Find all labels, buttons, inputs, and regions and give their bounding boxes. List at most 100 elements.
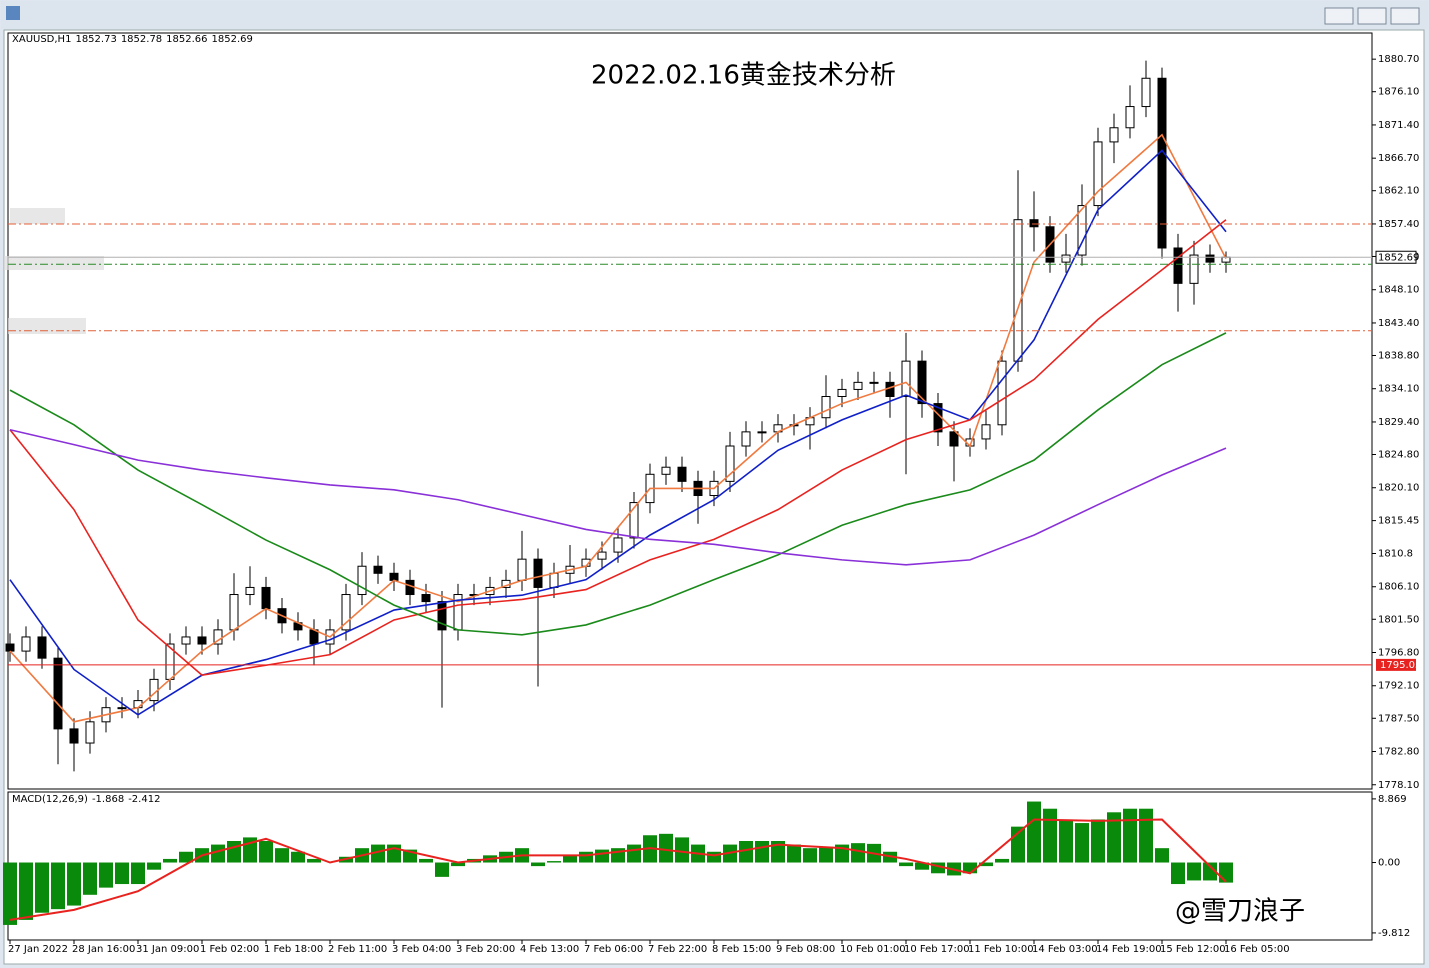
macd-bar	[755, 840, 769, 863]
x-tick-label: 9 Feb 08:00	[776, 944, 835, 955]
candle-body	[1093, 141, 1103, 207]
candle-body	[341, 594, 351, 631]
y-tick-label: 1871.40	[1378, 120, 1419, 131]
macd-bar	[435, 862, 449, 877]
blurred-label	[10, 208, 65, 224]
candle-body	[53, 657, 63, 730]
y-tick-label: 1866.70	[1378, 153, 1419, 164]
macd-bar	[627, 844, 641, 863]
macd-bar	[35, 862, 49, 913]
y-tick-label: 1801.50	[1378, 614, 1419, 625]
candle-body	[901, 360, 911, 398]
x-tick-label: 8 Feb 15:00	[712, 944, 771, 955]
x-tick-label: 4 Feb 13:00	[520, 944, 579, 955]
macd-bar	[739, 840, 753, 863]
macd-bar	[771, 840, 785, 863]
y-tick-label: 1810.8	[1378, 549, 1413, 560]
macd-bar	[211, 844, 225, 863]
candle-body	[197, 636, 207, 645]
candle-body	[261, 586, 271, 610]
support-label-bg	[1376, 658, 1416, 671]
candle-body	[37, 636, 47, 659]
y-tick-label: 1857.40	[1378, 219, 1419, 230]
macd-bar	[451, 862, 465, 867]
x-tick-label: 14 Feb 19:00	[1096, 944, 1162, 955]
candle-body	[1029, 219, 1039, 228]
ohlc-value: 1852.66	[166, 34, 208, 45]
macd-bar	[1091, 819, 1105, 863]
macd-bar	[899, 862, 913, 867]
y-tick-label: 1778.10	[1378, 780, 1419, 791]
candle-body	[549, 572, 559, 588]
title-bar	[1, 1, 1428, 29]
y-tick-label: 1787.50	[1378, 713, 1419, 724]
candle-body	[853, 381, 863, 390]
candle-body	[1189, 254, 1199, 284]
macd-bar	[115, 862, 129, 885]
y-tick-label: 1792.10	[1378, 681, 1419, 692]
blurred-label	[4, 256, 104, 270]
candle-body	[1077, 205, 1087, 256]
macd-bar	[1171, 862, 1185, 885]
candle-body	[597, 551, 607, 560]
x-tick-label: 27 Jan 2022	[8, 944, 68, 955]
candle-body	[1109, 127, 1119, 143]
macd-bar	[995, 858, 1009, 863]
y-tick-label: 1843.40	[1378, 318, 1419, 329]
y-tick-label: 1848.10	[1378, 285, 1419, 296]
candle-body	[869, 381, 879, 384]
macd-bar	[275, 848, 289, 863]
support-label: 1795.05	[1380, 660, 1421, 671]
minimize-button[interactable]	[1324, 7, 1354, 25]
x-tick-label: 31 Jan 09:00	[136, 944, 199, 955]
macd-bar	[1059, 819, 1073, 863]
macd-bar	[547, 861, 561, 863]
candle-body	[1141, 77, 1151, 108]
macd-bar	[979, 862, 993, 867]
macd-bar	[1123, 808, 1137, 863]
x-tick-label: 3 Feb 04:00	[392, 944, 451, 955]
macd-bar	[3, 862, 17, 925]
moving-average	[9, 428, 1227, 566]
macd-bar	[1139, 808, 1153, 863]
y-tick-label: -9.812	[1378, 928, 1410, 939]
macd-bar	[531, 862, 545, 867]
macd-bar	[67, 862, 81, 906]
x-tick-label: 10 Feb 17:00	[904, 944, 970, 955]
y-tick-label: 1796.80	[1378, 648, 1419, 659]
moving-average	[9, 332, 1227, 636]
macd-bar	[1043, 808, 1057, 863]
chart-title: 2022.02.16黄金技术分析	[591, 61, 896, 91]
candle-body	[437, 601, 447, 631]
restore-button[interactable]	[1357, 7, 1387, 25]
y-tick-label: 8.869	[1378, 794, 1407, 805]
close-button[interactable]	[1390, 7, 1420, 25]
candle-body	[677, 466, 687, 482]
x-tick-label: 3 Feb 20:00	[456, 944, 515, 955]
y-tick-label: 1838.80	[1378, 350, 1419, 361]
macd-bar	[419, 858, 433, 863]
candle-body	[517, 558, 527, 581]
candle-body	[981, 424, 991, 440]
y-tick-label: 1815.45	[1378, 516, 1419, 527]
y-tick-label: 0.00	[1378, 858, 1400, 869]
y-tick-label: 1820.10	[1378, 483, 1419, 494]
candle-body	[421, 594, 431, 603]
macd-bar	[371, 844, 385, 863]
macd-bar	[227, 840, 241, 863]
candle-body	[661, 466, 671, 475]
macd-value: -1.868	[91, 794, 125, 805]
x-tick-label: 2 Feb 11:00	[328, 944, 387, 955]
candle-body	[1013, 219, 1023, 362]
ohlc-value: 1852.69	[211, 34, 253, 45]
ohlc-value: 1852.73	[75, 34, 117, 45]
macd-bar	[19, 862, 33, 920]
macd-bar	[179, 851, 193, 863]
candle-body	[1061, 254, 1071, 263]
macd-bar	[1107, 812, 1121, 863]
symbol: XAUUSD,H1	[12, 34, 72, 45]
macd-bar	[307, 858, 321, 863]
candle-body	[917, 360, 927, 405]
y-tick-label: 1824.80	[1378, 449, 1419, 460]
